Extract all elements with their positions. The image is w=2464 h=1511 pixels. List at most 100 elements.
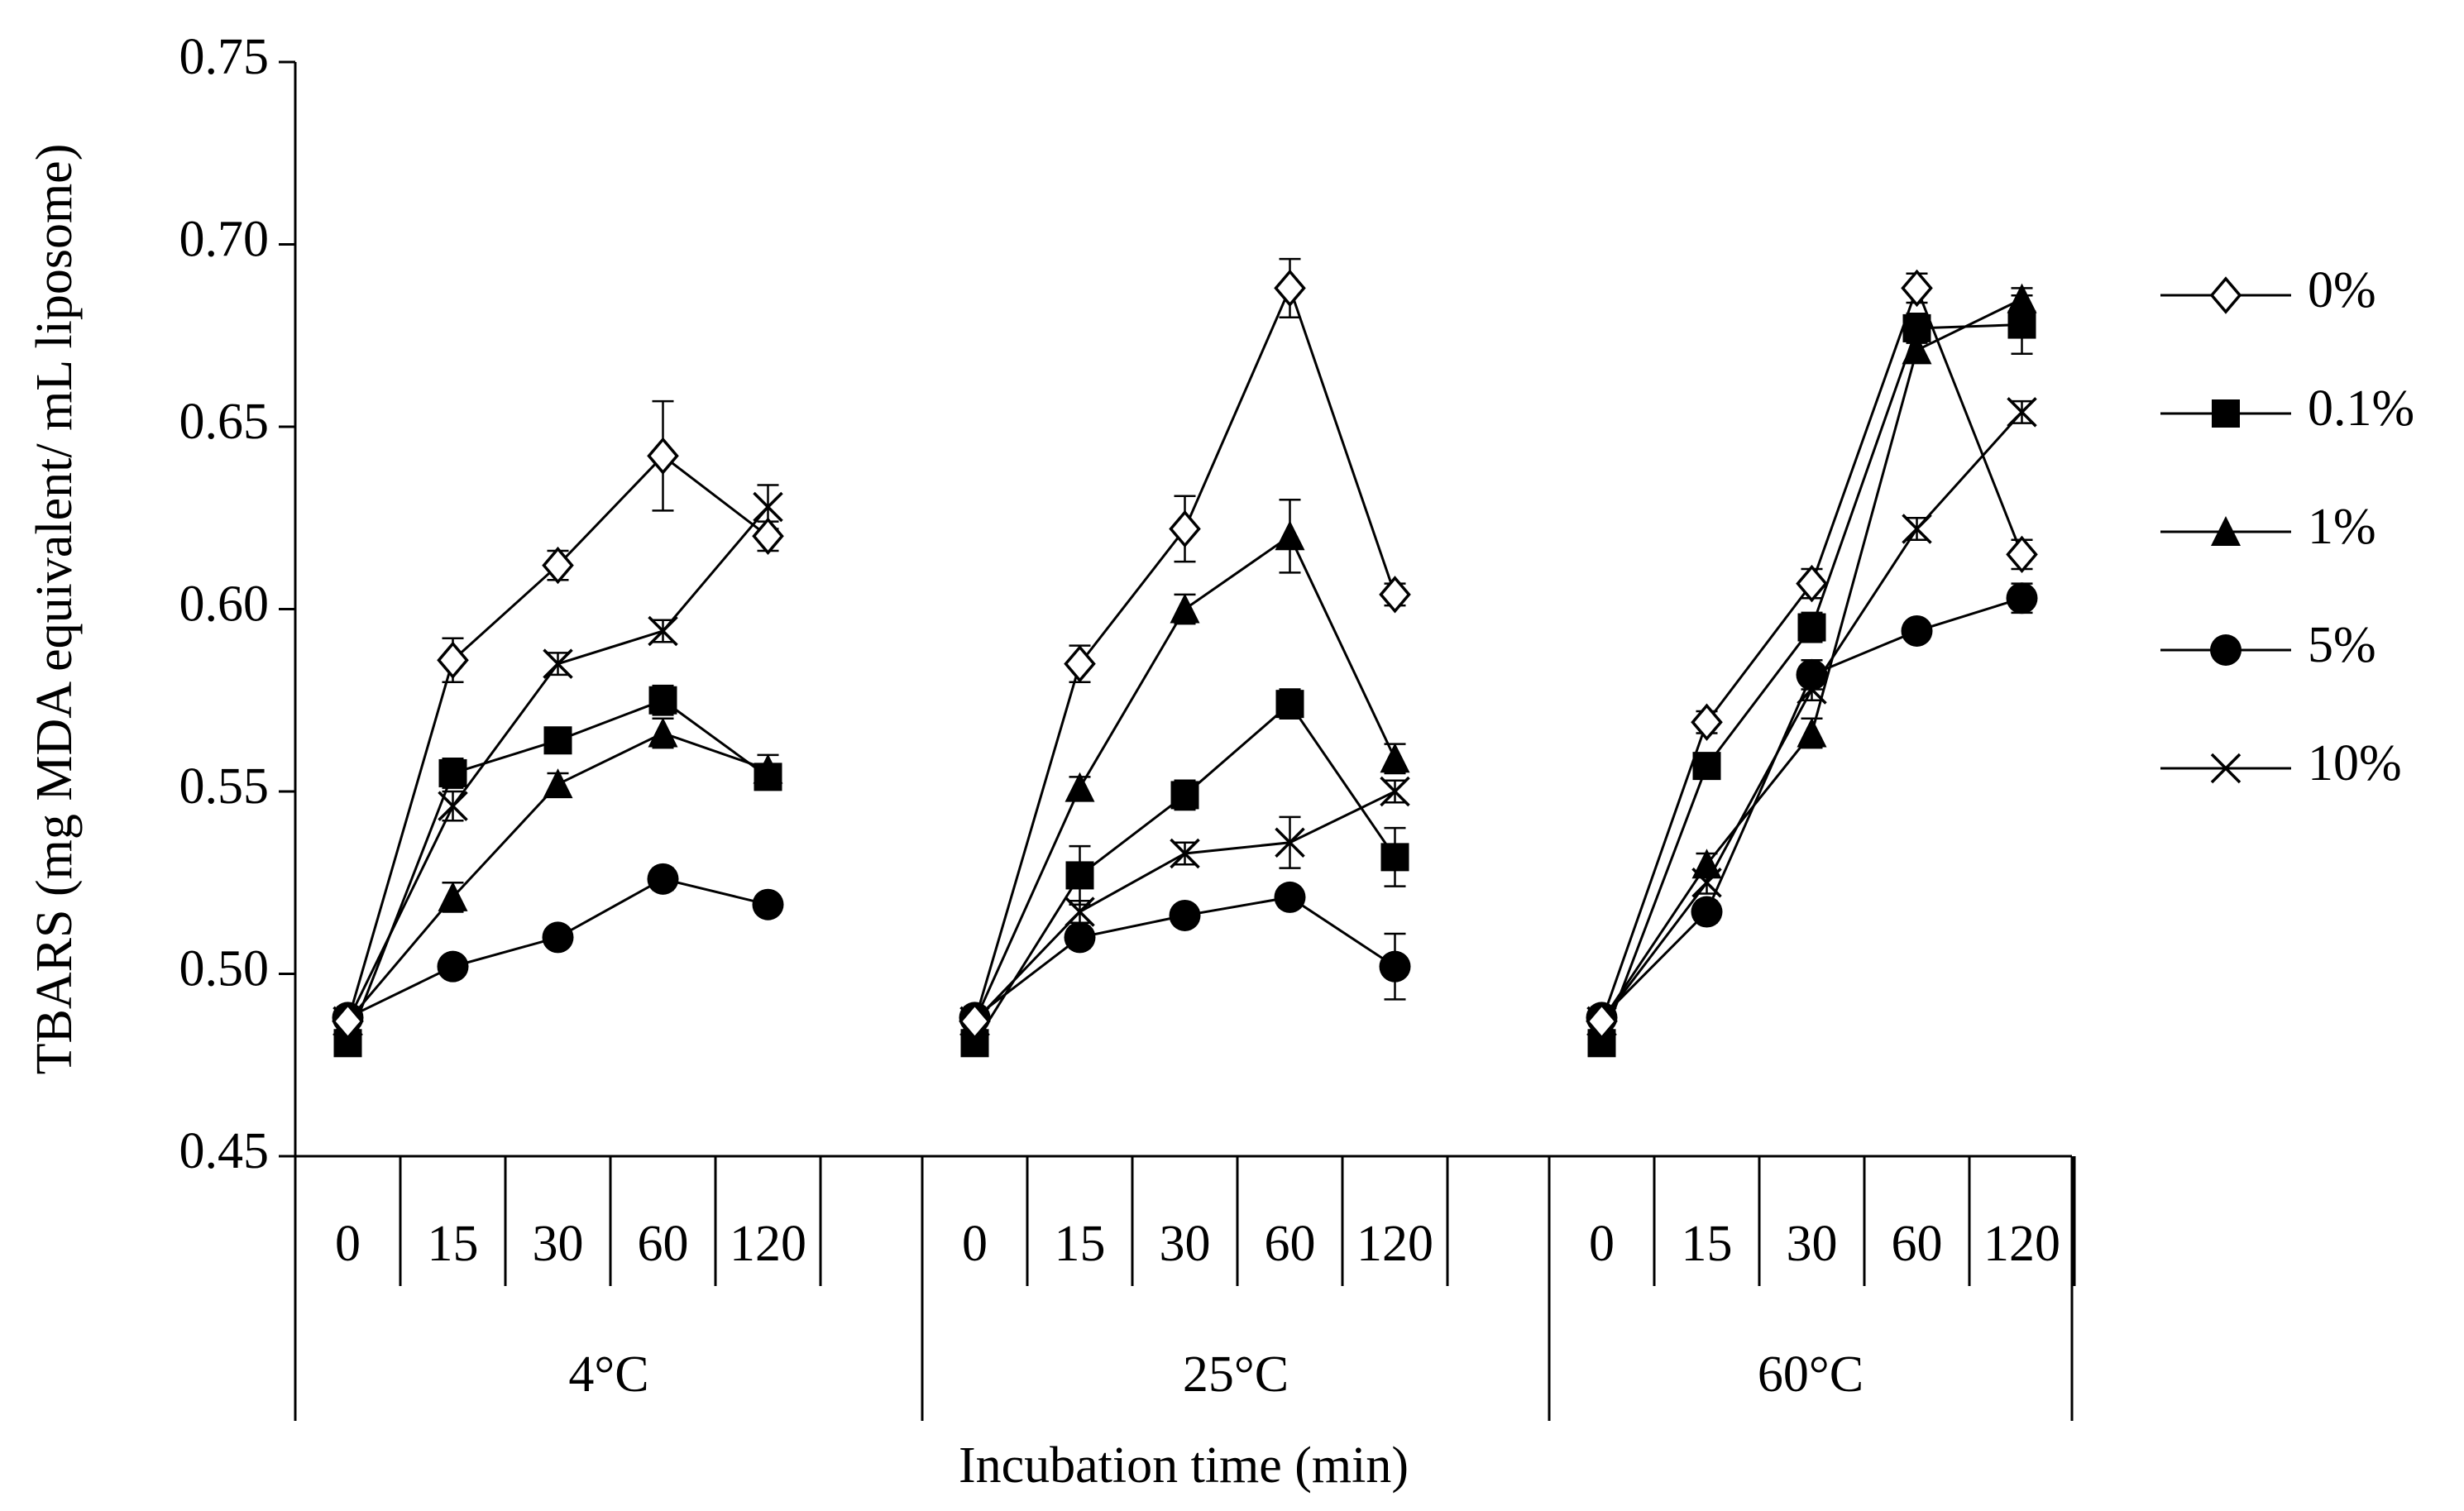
x-tick-label: 0 <box>1589 1216 1615 1272</box>
legend-10pct <box>2160 753 2291 784</box>
series-0pct-point <box>959 1002 991 1040</box>
series-0pct-point <box>1169 509 1201 548</box>
series-1pct-point <box>1065 772 1095 802</box>
legend-0p1pct-marker <box>2212 399 2240 428</box>
series-0p1pct-point <box>754 763 782 791</box>
series-0pct-point <box>1796 564 1828 603</box>
series-0pct-point <box>1379 576 1411 614</box>
series-10pct-point <box>2007 397 2037 428</box>
series-1pct-point <box>1170 593 1200 624</box>
series-0pct-point <box>1274 269 1306 308</box>
series-0p1pct-point <box>438 758 467 787</box>
series-0pct-point <box>752 517 784 556</box>
legend-1pct-marker <box>2211 516 2241 546</box>
series-0p1pct <box>333 294 2036 1058</box>
series-5pct-point <box>752 888 784 920</box>
series-10pct-point <box>1065 897 1095 927</box>
legend-10pct-marker <box>2210 753 2242 784</box>
legend-0pct-marker <box>2209 276 2242 314</box>
series-10pct-point <box>1170 838 1200 869</box>
x-tick-label: 60 <box>638 1216 689 1272</box>
series-0pct-point <box>2006 535 2038 574</box>
x-group-label: 4°C <box>568 1346 648 1403</box>
series-0p1pct-point <box>2007 310 2036 339</box>
x-tick-label: 120 <box>730 1216 806 1272</box>
y-tick-label: 0.65 <box>179 394 270 450</box>
series-0pct-point <box>1691 703 1723 741</box>
series-0pct-line <box>1600 285 2023 1022</box>
series-0pct-point <box>542 546 574 585</box>
series-5pct-point <box>1274 881 1306 913</box>
series-5pct-point <box>647 863 679 895</box>
series-1pct-point <box>1380 743 1410 773</box>
series-10pct-point <box>648 615 678 647</box>
x-tick-label: 15 <box>1055 1216 1106 1272</box>
legend-10pct-label: 10% <box>2308 735 2402 791</box>
x-tick-label: 60 <box>1892 1216 1943 1272</box>
x-tick-label: 60 <box>1265 1216 1316 1272</box>
series-1pct-point <box>1797 717 1827 748</box>
series-10pct-line <box>1600 411 2023 1022</box>
x-axis-label: Incubation time (min) <box>959 1437 1409 1494</box>
series-0p1pct-point <box>648 686 677 715</box>
y-tick-label: 0.45 <box>179 1123 270 1179</box>
y-tick-label: 0.70 <box>179 212 270 268</box>
series-5pct-point <box>2006 582 2038 614</box>
series-5pct-point <box>1169 899 1201 931</box>
y-tick-label: 0.75 <box>179 29 270 85</box>
series-0p1pct-point <box>543 726 572 755</box>
series-1pct-point <box>1275 520 1305 551</box>
legend-1pct-label: 1% <box>2308 499 2376 555</box>
series-10pct-point <box>1275 827 1305 858</box>
legend-0p1pct-label: 0.1% <box>2308 380 2414 437</box>
series-0pct-point <box>1901 269 1933 308</box>
series-1pct-point <box>648 717 678 748</box>
series-5pct-point <box>1901 614 1933 647</box>
y-axis-label: TBARS (mg MDA equivalent/ mL liposome) <box>26 144 83 1075</box>
x-tick-label: 120 <box>1983 1216 2060 1272</box>
x-tick-label: 0 <box>962 1216 988 1272</box>
legend-5pct-label: 5% <box>2308 617 2376 673</box>
x-tick-label: 120 <box>1356 1216 1433 1272</box>
series-0pct-point <box>1586 1002 1618 1040</box>
series-10pct <box>333 397 2037 1037</box>
x-tick-label: 30 <box>1787 1216 1838 1272</box>
series-0pct-point <box>437 641 469 679</box>
series-5pct-point <box>437 950 469 983</box>
series-5pct-point <box>1064 921 1096 954</box>
series-1pct-point <box>438 881 468 911</box>
series-5pct-point <box>1691 896 1723 928</box>
y-tick-label: 0.55 <box>179 758 270 815</box>
series-1pct-point <box>1691 849 1722 879</box>
legend-5pct-marker <box>2210 634 2242 666</box>
series-0pct-point <box>332 1002 364 1040</box>
x-tick-label: 15 <box>1682 1216 1733 1272</box>
x-tick-label: 0 <box>335 1216 361 1272</box>
series-0p1pct-point <box>1065 861 1094 890</box>
series-0p1pct-point <box>1275 690 1304 719</box>
series-10pct-point <box>1380 776 1410 807</box>
series-0p1pct-line <box>974 701 1396 1045</box>
series-1pct-point <box>543 768 573 799</box>
series-10pct-point <box>753 491 783 523</box>
series-0p1pct-point <box>1380 843 1409 872</box>
legend-0p1pct <box>2160 399 2291 428</box>
x-group-label: 60°C <box>1758 1346 1864 1403</box>
series-5pct-point <box>1379 950 1411 983</box>
legend-1pct <box>2160 516 2291 546</box>
legend-5pct <box>2160 634 2291 666</box>
x-tick-label: 30 <box>1160 1216 1211 1272</box>
series-10pct-point <box>1902 514 1932 544</box>
series-5pct-point <box>542 921 574 954</box>
x-tick-label: 15 <box>428 1216 479 1272</box>
series-10pct-point <box>543 648 573 679</box>
series-0pct-point <box>647 437 679 475</box>
series-0p1pct-point <box>1797 613 1826 642</box>
series-1pct-point <box>1902 334 1932 365</box>
legend-0pct <box>2160 276 2291 314</box>
y-tick-label: 0.60 <box>179 576 270 633</box>
series-0pct <box>332 257 2038 1040</box>
x-tick-label: 30 <box>533 1216 584 1272</box>
x-group-label: 25°C <box>1183 1346 1289 1403</box>
